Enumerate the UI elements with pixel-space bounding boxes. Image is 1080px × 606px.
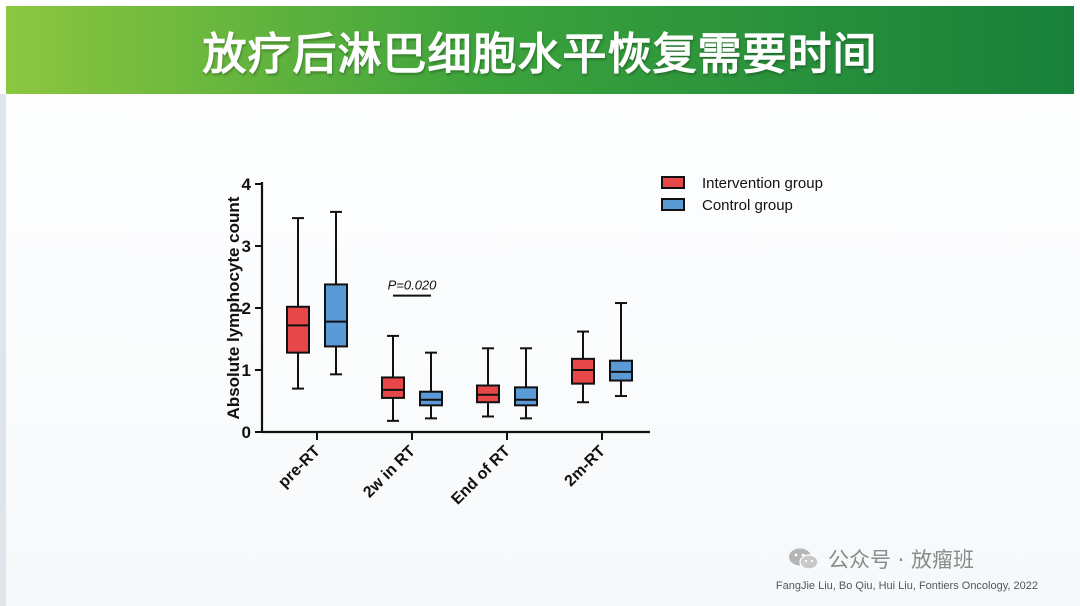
box-control [419,351,443,420]
y-tick-label: 3 [242,237,251,256]
wechat-icon [788,547,820,571]
x-tick-label: End of RT [448,443,514,509]
box-body [324,283,348,348]
box-body [571,357,595,385]
box-intervention [571,330,595,404]
x-tick-label: 2w in RT [360,443,419,502]
legend-swatch-control [661,198,685,211]
legend-label-intervention: Intervention group [702,175,823,192]
watermark-text: 公众号 · 放瘤班 [828,548,975,572]
box-control [514,347,538,420]
x-tick-label: 2m-RT [562,443,609,490]
y-tick-label: 2 [242,299,251,318]
box-intervention [476,347,500,418]
box-intervention [381,334,405,422]
legend-swatch-intervention [661,176,685,189]
box-body [286,305,310,354]
legend-label-control: Control group [702,197,793,214]
box-intervention [286,217,310,390]
box-body [514,386,538,407]
watermark: 公众号 · 放瘤班 [788,544,974,574]
box-control [609,302,633,398]
p-value-label: P=0.020 [388,278,438,293]
x-tick-label: pre-RT [275,443,324,492]
y-tick-label: 0 [242,423,251,442]
citation: FangJie Liu, Bo Qiu, Hui Liu, Fontiers O… [775,580,1038,592]
box-control [324,210,348,376]
box-body [419,390,443,407]
y-tick-label: 1 [242,361,251,380]
box-body [381,376,405,399]
y-axis-label: Absolute lymphocyte count [224,196,243,419]
box-body [609,359,633,382]
y-tick-label: 4 [242,175,252,194]
slide-title: 放疗后淋巴细胞水平恢复需要时间 [202,29,878,80]
title-bar: 放疗后淋巴细胞水平恢复需要时间 [6,6,1074,94]
left-edge-strip [0,94,6,606]
